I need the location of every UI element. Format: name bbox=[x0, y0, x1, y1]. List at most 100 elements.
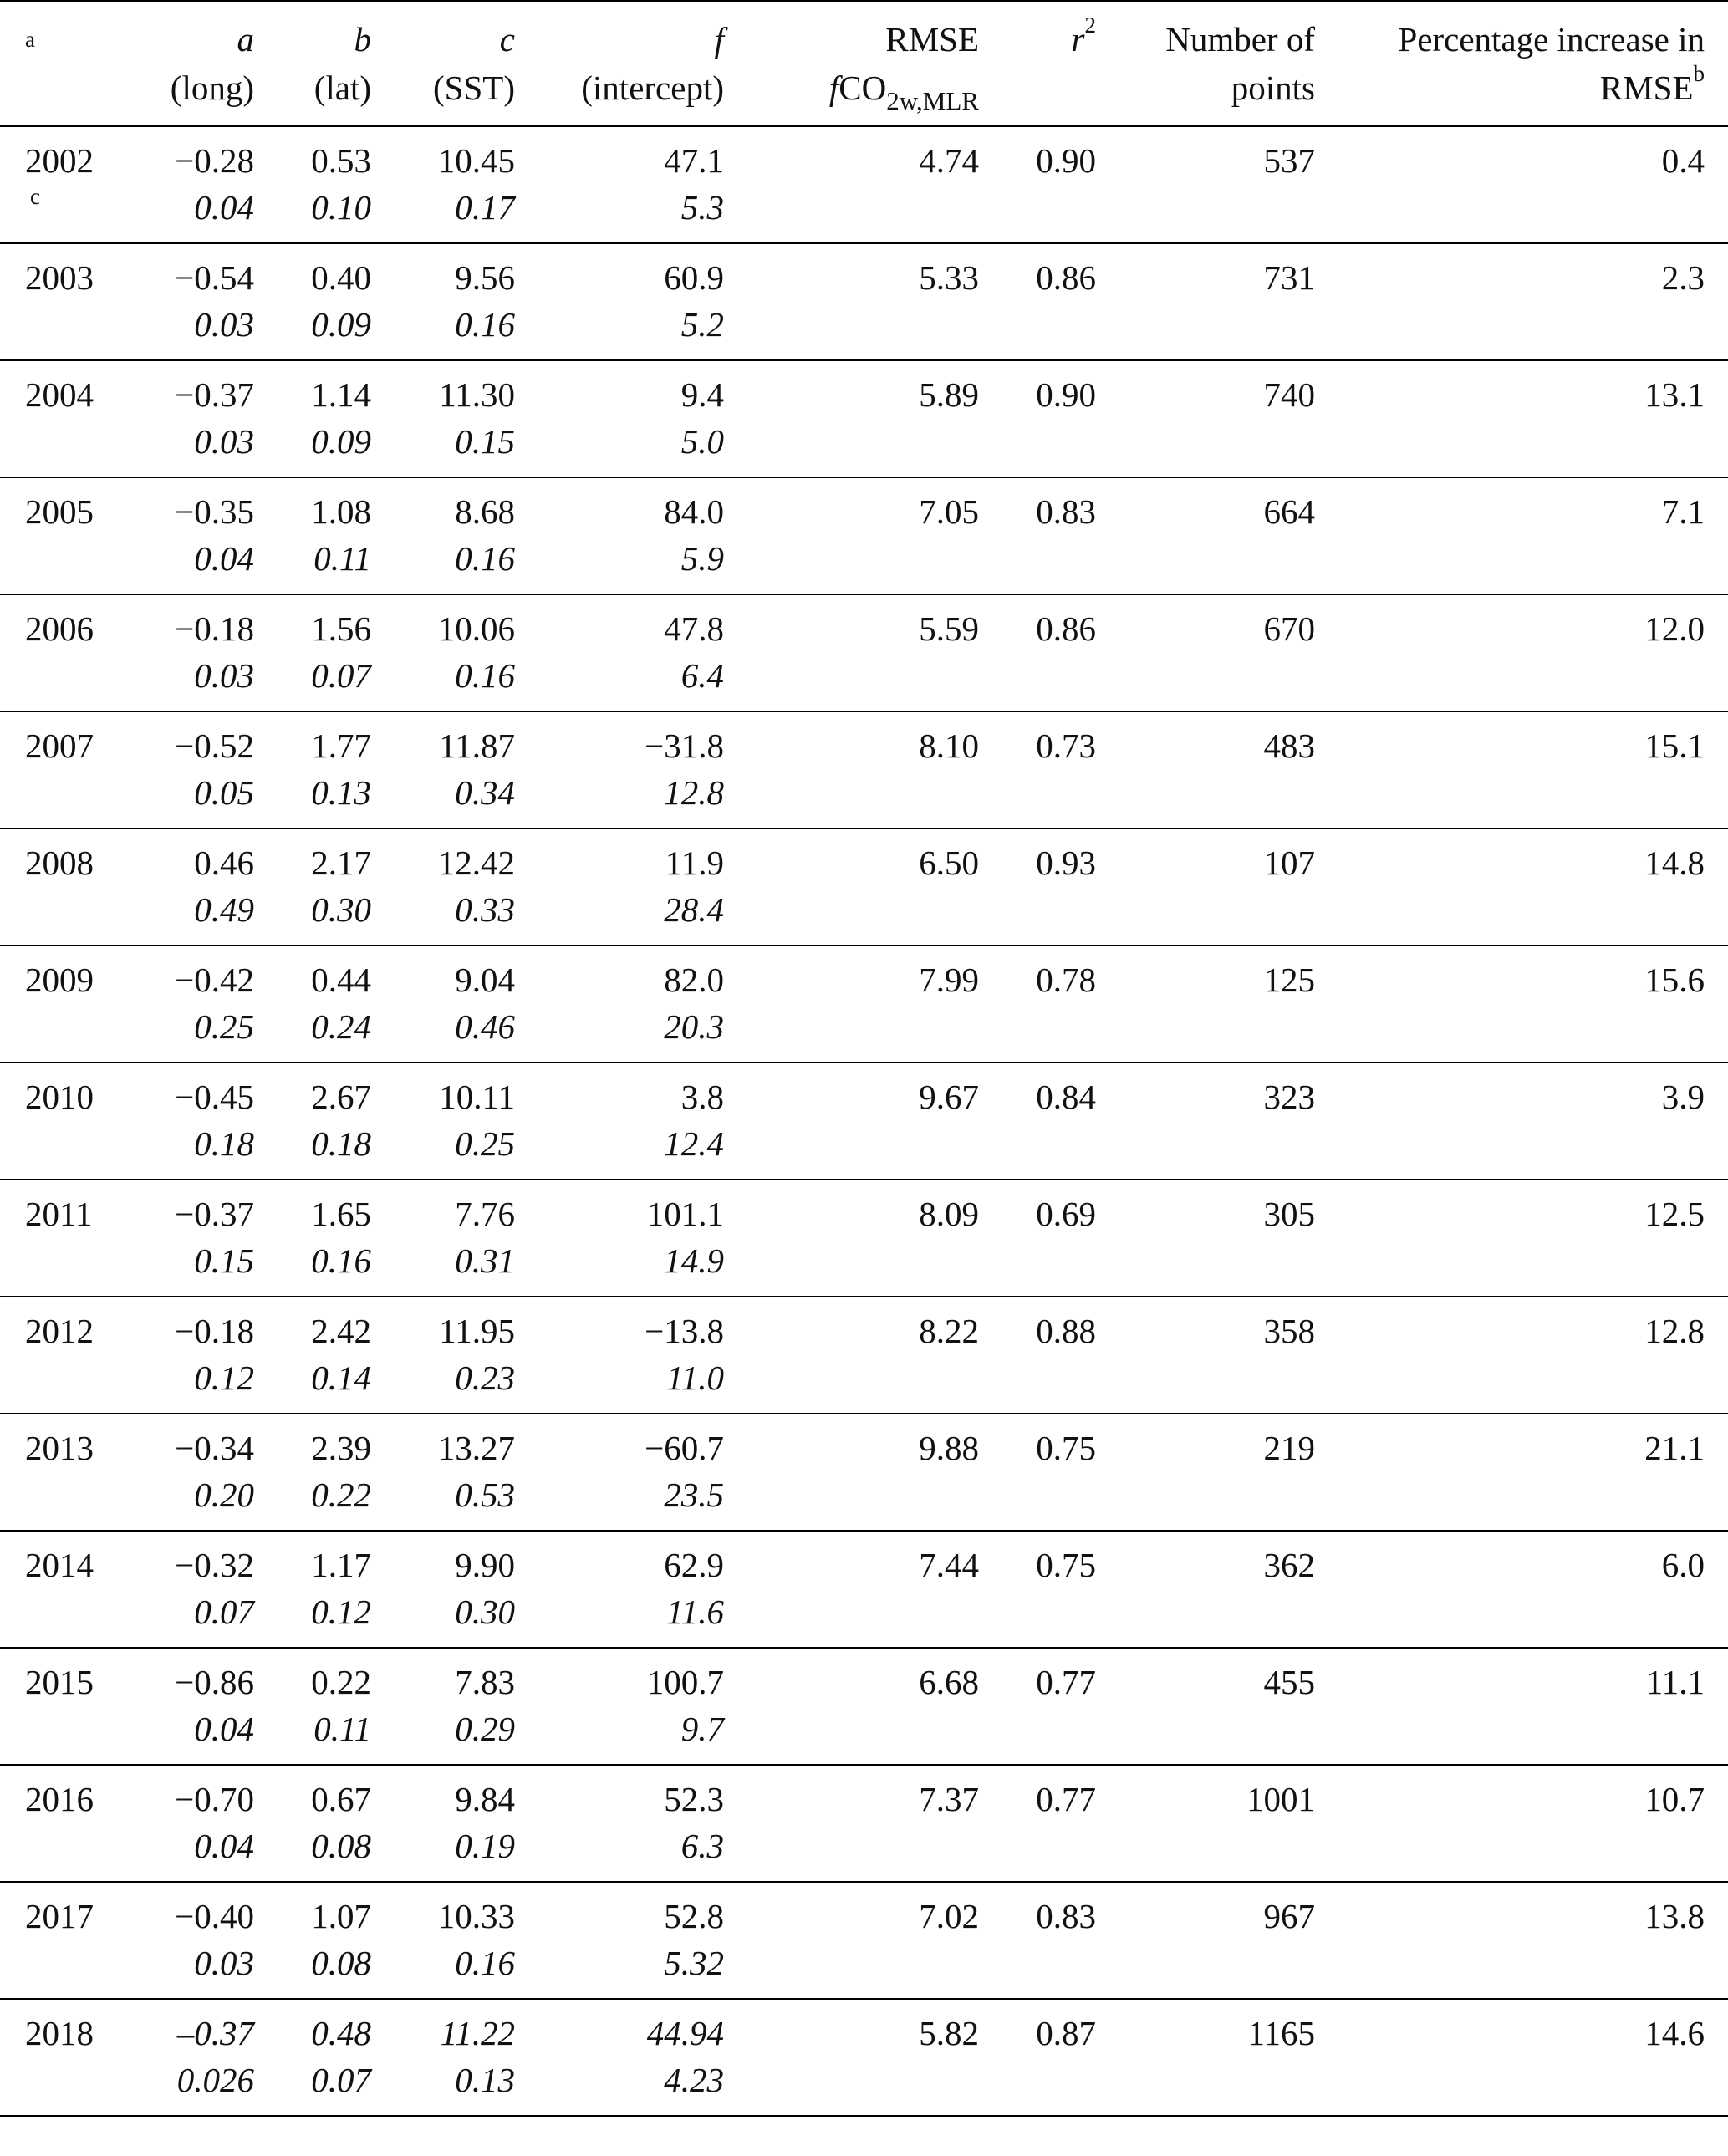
cell-pct: 13.8 bbox=[1338, 1882, 1728, 2000]
cell-points: 483 bbox=[1119, 711, 1338, 829]
header-corner: a bbox=[0, 0, 139, 127]
cell-f: 11.9 28.4 bbox=[538, 828, 747, 946]
header-pct: Percentage increase in RMSEb bbox=[1338, 0, 1728, 127]
header-rmse: RMSE fCO2w,MLR bbox=[747, 0, 1002, 127]
cell-f: 100.7 9.7 bbox=[538, 1648, 747, 1766]
cell-pct: 14.8 bbox=[1338, 828, 1728, 946]
cell-b: 1.14 0.09 bbox=[278, 360, 395, 478]
cell-a: −0.35 0.04 bbox=[139, 477, 278, 595]
cell-a: −0.70 0.04 bbox=[139, 1765, 278, 1883]
cell-pct: 15.6 bbox=[1338, 945, 1728, 1063]
cell-year: 2010 bbox=[0, 1063, 139, 1180]
cell-r2: 0.84 bbox=[1002, 1063, 1119, 1180]
cell-r2: 0.93 bbox=[1002, 828, 1119, 946]
cell-a: −0.37 0.03 bbox=[139, 360, 278, 478]
table-body: 2002 c −0.28 0.04 0.53 0.10 10.45 0.17 47.1 5.3 4.… bbox=[0, 126, 1728, 2117]
cell-r2: 0.77 bbox=[1002, 1765, 1119, 1883]
table-row: 2007 −0.52 0.05 1.77 0.13 11.87 0.34 −31.8 12.8 8… bbox=[0, 711, 1728, 829]
cell-c: 10.33 0.16 bbox=[395, 1882, 538, 2000]
cell-r2: 0.75 bbox=[1002, 1414, 1119, 1532]
cell-b: 0.44 0.24 bbox=[278, 945, 395, 1063]
table-row: 2008 0.46 0.49 2.17 0.30 12.42 0.33 11.9 28.4 6.5… bbox=[0, 828, 1728, 946]
cell-a: −0.28 0.04 bbox=[139, 126, 278, 244]
cell-year: 2018 bbox=[0, 1999, 139, 2117]
cell-rmse: 8.22 bbox=[747, 1297, 1002, 1414]
cell-rmse: 9.88 bbox=[747, 1414, 1002, 1532]
cell-pct: 14.6 bbox=[1338, 1999, 1728, 2117]
table-row: 2018 –0.37 0.026 0.48 0.07 11.22 0.13 44.94 4.23… bbox=[0, 1999, 1728, 2117]
row-footnote: c bbox=[30, 184, 40, 209]
header-a: a (long) bbox=[139, 0, 278, 127]
cell-c: 11.87 0.34 bbox=[395, 711, 538, 829]
cell-r2: 0.86 bbox=[1002, 594, 1119, 712]
cell-rmse: 4.74 bbox=[747, 126, 1002, 244]
cell-a: −0.54 0.03 bbox=[139, 243, 278, 361]
cell-f: 44.94 4.23 bbox=[538, 1999, 747, 2117]
cell-points: 455 bbox=[1119, 1648, 1338, 1766]
table-header: a a (long) b (lat) c (SST) f (intercept) RMS… bbox=[0, 0, 1728, 127]
cell-r2: 0.83 bbox=[1002, 477, 1119, 595]
cell-r2: 0.87 bbox=[1002, 1999, 1119, 2117]
cell-year: 2008 bbox=[0, 828, 139, 946]
cell-c: 9.04 0.46 bbox=[395, 945, 538, 1063]
cell-points: 219 bbox=[1119, 1414, 1338, 1532]
cell-points: 107 bbox=[1119, 828, 1338, 946]
table-row: 2016 −0.70 0.04 0.67 0.08 9.84 0.19 52.3 6.3 7.37… bbox=[0, 1765, 1728, 1883]
cell-pct: 21.1 bbox=[1338, 1414, 1728, 1532]
header-c: c (SST) bbox=[395, 0, 538, 127]
cell-f: 47.1 5.3 bbox=[538, 126, 747, 244]
cell-year: 2011 bbox=[0, 1180, 139, 1297]
cell-rmse: 6.50 bbox=[747, 828, 1002, 946]
cell-f: 3.8 12.4 bbox=[538, 1063, 747, 1180]
cell-r2: 0.90 bbox=[1002, 126, 1119, 244]
cell-a: −0.18 0.12 bbox=[139, 1297, 278, 1414]
cell-a: –0.37 0.026 bbox=[139, 1999, 278, 2117]
table-row: 2014 −0.32 0.07 1.17 0.12 9.90 0.30 62.9 11.6 7.4… bbox=[0, 1531, 1728, 1649]
cell-a: −0.42 0.25 bbox=[139, 945, 278, 1063]
cell-year: 2003 bbox=[0, 243, 139, 361]
cell-pct: 11.1 bbox=[1338, 1648, 1728, 1766]
cell-points: 537 bbox=[1119, 126, 1338, 244]
header-r2: r2 bbox=[1002, 0, 1119, 127]
table-row: 2011 −0.37 0.15 1.65 0.16 7.76 0.31 101.1 14.9 8.… bbox=[0, 1180, 1728, 1297]
cell-rmse: 7.99 bbox=[747, 945, 1002, 1063]
cell-rmse: 5.59 bbox=[747, 594, 1002, 712]
table-row: 2006 −0.18 0.03 1.56 0.07 10.06 0.16 47.8 6.4 5.5… bbox=[0, 594, 1728, 712]
cell-a: −0.86 0.04 bbox=[139, 1648, 278, 1766]
cell-rmse: 7.44 bbox=[747, 1531, 1002, 1649]
cell-c: 9.90 0.30 bbox=[395, 1531, 538, 1649]
cell-c: 9.84 0.19 bbox=[395, 1765, 538, 1883]
cell-c: 10.06 0.16 bbox=[395, 594, 538, 712]
cell-points: 664 bbox=[1119, 477, 1338, 595]
cell-b: 1.07 0.08 bbox=[278, 1882, 395, 2000]
cell-a: −0.18 0.03 bbox=[139, 594, 278, 712]
cell-year: 2012 bbox=[0, 1297, 139, 1414]
cell-f: 82.0 20.3 bbox=[538, 945, 747, 1063]
cell-c: 7.76 0.31 bbox=[395, 1180, 538, 1297]
cell-points: 323 bbox=[1119, 1063, 1338, 1180]
cell-b: 2.17 0.30 bbox=[278, 828, 395, 946]
cell-pct: 2.3 bbox=[1338, 243, 1728, 361]
cell-f: 52.3 6.3 bbox=[538, 1765, 747, 1883]
cell-f: 9.4 5.0 bbox=[538, 360, 747, 478]
cell-year: 2002 c bbox=[0, 126, 139, 244]
cell-b: 1.77 0.13 bbox=[278, 711, 395, 829]
cell-b: 0.40 0.09 bbox=[278, 243, 395, 361]
cell-b: 1.65 0.16 bbox=[278, 1180, 395, 1297]
cell-b: 0.67 0.08 bbox=[278, 1765, 395, 1883]
cell-r2: 0.78 bbox=[1002, 945, 1119, 1063]
cell-rmse: 8.10 bbox=[747, 711, 1002, 829]
cell-year: 2017 bbox=[0, 1882, 139, 2000]
cell-b: 0.22 0.11 bbox=[278, 1648, 395, 1766]
cell-rmse: 7.37 bbox=[747, 1765, 1002, 1883]
header-f: f (intercept) bbox=[538, 0, 747, 127]
cell-points: 670 bbox=[1119, 594, 1338, 712]
cell-points: 125 bbox=[1119, 945, 1338, 1063]
table-row: 2010 −0.45 0.18 2.67 0.18 10.11 0.25 3.8 12.4 9.6… bbox=[0, 1063, 1728, 1180]
table-row: 2003 −0.54 0.03 0.40 0.09 9.56 0.16 60.9 5.2 5.33… bbox=[0, 243, 1728, 361]
table-row: 2002 c −0.28 0.04 0.53 0.10 10.45 0.17 47.1 5.3 4.… bbox=[0, 126, 1728, 244]
cell-a: −0.37 0.15 bbox=[139, 1180, 278, 1297]
cell-year: 2004 bbox=[0, 360, 139, 478]
cell-rmse: 5.89 bbox=[747, 360, 1002, 478]
